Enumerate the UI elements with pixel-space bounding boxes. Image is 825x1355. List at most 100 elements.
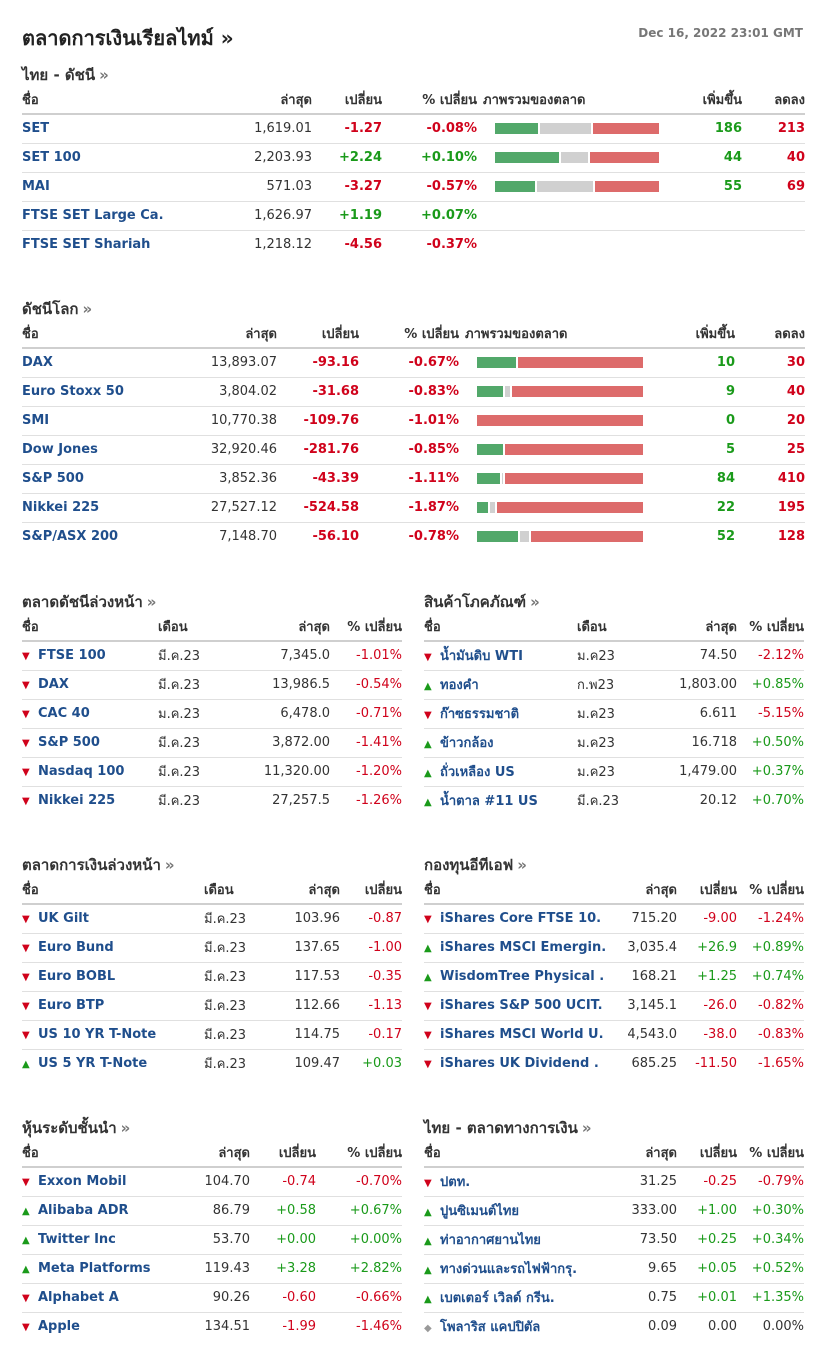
raquo-icon[interactable]: » [164,856,175,874]
raquo-icon[interactable]: » [120,1119,131,1137]
table-row[interactable]: ▼ Exxon Mobil 104.70 -0.74 -0.70% [22,1167,402,1197]
table-row[interactable]: ▲ US 5 YR T-Note มี.ค.23 109.47 +0.03 [22,1049,402,1078]
name-cell[interactable]: ▼ ก๊าซธรรมชาติ [424,699,577,729]
section-title[interactable]: สินค้าโภคภัณฑ์» [424,591,804,613]
table-row[interactable]: ▲ iShares MSCI Emergin. 3,035.4 +26.9 +0.89% [424,933,804,963]
instrument-link[interactable]: Exxon Mobil [38,1174,127,1190]
instrument-link[interactable]: ถั่วเหลือง US [440,765,515,780]
name-cell[interactable]: ▼ iShares MSCI World U. [424,1020,609,1050]
name-cell[interactable]: ▼ Apple [22,1312,182,1341]
name-cell[interactable]: FTSE SET Shariah [22,230,192,259]
table-row[interactable]: ◆ โพลาริส แคปปิตัล 0.09 0.00 0.00% [424,1312,804,1341]
name-cell[interactable]: S&P/ASX 200 [22,522,167,551]
table-row[interactable]: ▼ Euro Bund มี.ค.23 137.65 -1.00 [22,933,402,963]
instrument-link[interactable]: iShares MSCI Emergin. [440,940,607,955]
instrument-link[interactable]: Euro Stoxx 50 [22,384,124,399]
table-row[interactable]: ▲ ถั่วเหลือง US ม.ค23 1,479.00 +0.37% [424,757,804,787]
table-row[interactable]: ▼ CAC 40 ม.ค.23 6,478.0 -0.71% [22,699,402,729]
instrument-link[interactable]: iShares UK Dividend . [440,1056,599,1072]
instrument-link[interactable]: Apple [38,1319,80,1335]
name-cell[interactable]: FTSE SET Large Ca. [22,201,192,231]
table-row[interactable]: ▲ Meta Platforms 119.43 +3.28 +2.82% [22,1254,402,1284]
instrument-link[interactable]: DAX [22,355,53,371]
table-row[interactable]: ▲ ท่าอากาศยานไทย 73.50 +0.25 +0.34% [424,1225,804,1255]
table-row[interactable]: ▼ UK Gilt มี.ค.23 103.96 -0.87 [22,904,402,934]
name-cell[interactable]: ▼ DAX [22,670,158,700]
name-cell[interactable]: ▲ ถั่วเหลือง US [424,757,577,787]
table-row[interactable]: ▼ US 10 YR T-Note มี.ค.23 114.75 -0.17 [22,1020,402,1050]
instrument-link[interactable]: Alphabet A [38,1290,119,1305]
table-row[interactable]: ▼ Euro BOBL มี.ค.23 117.53 -0.35 [22,962,402,992]
section-title-text[interactable]: ตลาดการเงินล่วงหน้า [22,856,161,874]
table-row[interactable]: ▼ Nasdaq 100 มี.ค.23 11,320.00 -1.20% [22,757,402,787]
name-cell[interactable]: Dow Jones [22,435,167,465]
instrument-link[interactable]: ก๊าซธรรมชาติ [440,707,520,722]
section-title-text[interactable]: ตลาดดัชนีล่วงหน้า [22,593,143,611]
raquo-icon[interactable]: » [99,66,109,84]
instrument-link[interactable]: ปตท. [440,1175,471,1191]
table-row[interactable]: SET 1,619.01 -1.27 -0.08% 186 213 [22,114,805,144]
section-title[interactable]: กองทุนอีทีเอฟ» [424,854,804,876]
instrument-link[interactable]: UK Gilt [38,911,89,927]
raquo-icon[interactable]: » [146,593,157,611]
section-title-text[interactable]: ไทย - ตลาดทางการเงิน [424,1119,578,1137]
instrument-link[interactable]: ปูนซิเมนต์ไทย [440,1204,520,1219]
instrument-link[interactable]: S&P 500 [22,471,84,486]
name-cell[interactable]: ▼ ปตท. [424,1167,609,1197]
instrument-link[interactable]: US 5 YR T-Note [38,1056,148,1072]
table-row[interactable]: FTSE SET Shariah 1,218.12 -4.56 -0.37% [22,230,805,259]
instrument-link[interactable]: iShares MSCI World U. [440,1027,604,1042]
table-row[interactable]: ▼ ก๊าซธรรมชาติ ม.ค23 6.611 -5.15% [424,699,804,729]
section-title-text[interactable]: หุ้นระดับชั้นนำ [22,1119,117,1137]
instrument-link[interactable]: ท่าอากาศยานไทย [440,1233,541,1248]
table-row[interactable]: ▼ น้ำมันดิบ WTI ม.ค23 74.50 -2.12% [424,641,804,671]
instrument-link[interactable]: ทางด่วนและรถไฟฟ้ากรุ. [440,1262,578,1277]
table-row[interactable]: DAX 13,893.07 -93.16 -0.67% 10 30 [22,348,805,378]
table-row[interactable]: ▼ ปตท. 31.25 -0.25 -0.79% [424,1167,804,1197]
instrument-link[interactable]: Meta Platforms [38,1261,151,1276]
instrument-link[interactable]: Nikkei 225 [22,500,100,515]
table-row[interactable]: SET 100 2,203.93 +2.24 +0.10% 44 40 [22,143,805,173]
section-title-text[interactable]: ดัชนีโลก [22,300,79,318]
table-row[interactable]: ▼ Apple 134.51 -1.99 -1.46% [22,1312,402,1341]
name-cell[interactable]: ▼ Euro Bund [22,933,204,963]
instrument-link[interactable]: FTSE SET Shariah [22,237,151,253]
name-cell[interactable]: ▲ ข้าวกล้อง [424,728,577,758]
name-cell[interactable]: ▼ Euro BTP [22,991,204,1021]
instrument-link[interactable]: Euro BTP [38,998,105,1013]
section-title[interactable]: หุ้นระดับชั้นนำ» [22,1117,402,1139]
instrument-link[interactable]: MAI [22,179,50,194]
name-cell[interactable]: ▲ Meta Platforms [22,1254,182,1284]
name-cell[interactable]: ▲ ท่าอากาศยานไทย [424,1225,609,1255]
name-cell[interactable]: ▼ Exxon Mobil [22,1167,182,1197]
name-cell[interactable]: SET [22,114,192,144]
table-row[interactable]: MAI 571.03 -3.27 -0.57% 55 69 [22,172,805,202]
name-cell[interactable]: SMI [22,406,167,436]
name-cell[interactable]: ▼ US 10 YR T-Note [22,1020,204,1050]
instrument-link[interactable]: Euro BOBL [38,969,116,984]
raquo-icon[interactable]: » [530,593,540,611]
table-row[interactable]: Nikkei 225 27,527.12 -524.58 -1.87% 22 195 [22,493,805,523]
instrument-link[interactable]: เบตเตอร์ เวิลด์ กรีน. [440,1291,555,1306]
instrument-link[interactable]: SET [22,121,50,137]
name-cell[interactable]: ▲ WisdomTree Physical . [424,962,609,992]
instrument-link[interactable]: Alibaba ADR [38,1203,129,1218]
instrument-link[interactable]: Dow Jones [22,442,98,457]
instrument-link[interactable]: S&P/ASX 200 [22,529,119,545]
table-row[interactable]: ▼ Alphabet A 90.26 -0.60 -0.66% [22,1283,402,1313]
name-cell[interactable]: ▼ Nikkei 225 [22,786,158,815]
instrument-link[interactable]: ทองคำ [440,678,479,693]
section-title-text[interactable]: กองทุนอีทีเอฟ [424,856,514,874]
table-row[interactable]: S&P/ASX 200 7,148.70 -56.10 -0.78% 52 128 [22,522,805,551]
table-row[interactable]: ▲ ทางด่วนและรถไฟฟ้ากรุ. 9.65 +0.05 +0.52% [424,1254,804,1284]
instrument-link[interactable]: iShares Core FTSE 10. [440,911,602,927]
name-cell[interactable]: ▲ iShares MSCI Emergin. [424,933,609,963]
raquo-icon[interactable]: » [82,300,93,318]
raquo-icon[interactable]: » [220,26,234,50]
instrument-link[interactable]: Nikkei 225 [38,793,116,809]
name-cell[interactable]: ▲ เบตเตอร์ เวิลด์ กรีน. [424,1283,609,1313]
instrument-link[interactable]: ข้าวกล้อง [440,736,494,751]
raquo-icon[interactable]: » [581,1119,592,1137]
table-row[interactable]: ▼ DAX มี.ค.23 13,986.5 -0.54% [22,670,402,700]
name-cell[interactable]: S&P 500 [22,464,167,494]
